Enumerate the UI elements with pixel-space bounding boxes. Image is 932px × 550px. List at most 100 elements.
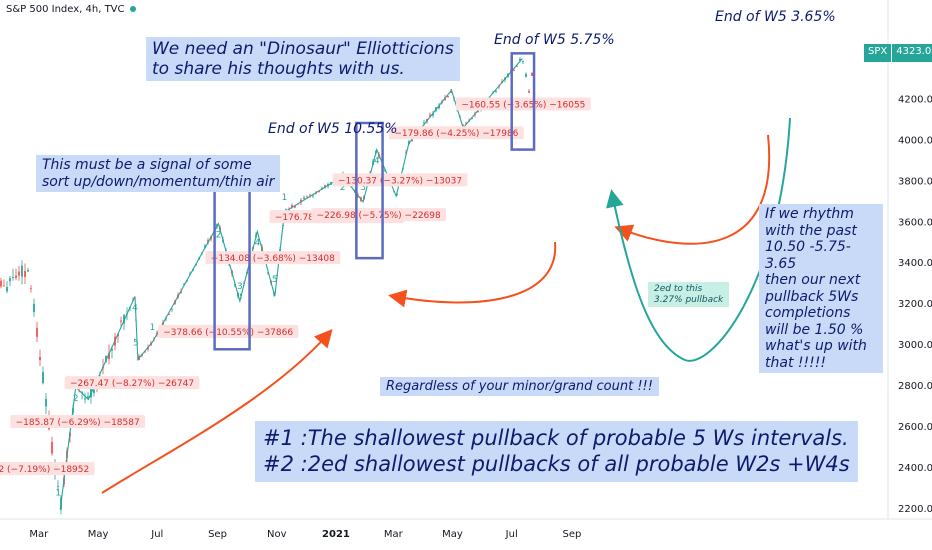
y-tick-label: 3800.00: [898, 176, 932, 187]
wave-label: 4: [374, 157, 380, 167]
y-tick-label: 2800.00: [898, 381, 932, 392]
wave-label: 3: [237, 282, 243, 292]
candle-body: [21, 265, 23, 277]
wave-label: 1: [282, 193, 288, 203]
note-rhythm-line-7: will be 1.50 %: [765, 321, 864, 338]
ticker-symbol: SPX: [864, 44, 892, 62]
box1-title: End of W5 10.55%: [268, 121, 398, 137]
measure-bg: [10, 414, 146, 428]
candle-body: [429, 114, 431, 117]
y-tick-label: 3600.00: [898, 217, 932, 228]
x-tick-label: May: [442, 529, 463, 540]
note-dinosaur-line-2: to share his thoughts with us.: [152, 59, 405, 80]
candle-body: [447, 95, 449, 97]
y-tick-label: 2400.00: [898, 463, 932, 474]
measure-bg: [388, 126, 524, 140]
note-conclusion-line-1: #1 :The shallowest pullback of probable …: [263, 426, 849, 450]
candle-body: [108, 352, 110, 360]
candle-body: [450, 91, 452, 93]
candle-body: [15, 275, 17, 278]
candle-body: [294, 205, 296, 208]
w5-box-3: [510, 52, 536, 151]
note-signal-line-2: sort up/down/momentum/thin air: [42, 173, 275, 190]
wave-label: 5: [272, 275, 278, 285]
candle-body: [30, 288, 32, 289]
candle-body: [471, 118, 473, 119]
candle-body: [6, 286, 8, 292]
wave-label: 1: [55, 489, 61, 499]
wave-label: 3: [360, 183, 366, 193]
note-second-line-2: 3.27% pullback: [654, 294, 724, 305]
x-tick-label: Mar: [29, 529, 49, 540]
measure-bg: [205, 251, 341, 265]
candle-body: [465, 122, 467, 124]
measure-label: −160.55 (−3.65%) −16055: [461, 101, 585, 111]
candle-body: [0, 280, 2, 287]
market-status-dot: [129, 6, 136, 12]
candle-body: [42, 372, 44, 384]
note-conclusion-line-2: #2 :2ed shallowest pullbacks of all prob…: [263, 452, 850, 477]
candle-body: [525, 73, 527, 77]
candle-body: [516, 65, 518, 67]
candle-body: [423, 122, 425, 124]
measure-label: −378.66 (−10.55%) −37866: [163, 328, 293, 338]
note-rhythm-line-8: what's up with: [765, 338, 867, 355]
wave-label: 4: [254, 239, 260, 249]
note-rhythm-line-9: that !!!!!: [765, 354, 826, 371]
price-tag[interactable]: SPX 4323.05: [864, 44, 932, 62]
x-tick-label: 2021: [322, 529, 350, 540]
candle-body: [183, 283, 185, 285]
note-rhythm-line-1: If we rhythm: [765, 206, 854, 222]
candle-body: [306, 195, 308, 197]
x-tick-label: Sep: [208, 529, 227, 540]
measure-bg: [455, 97, 591, 111]
note-dinosaur-line-1: We need an "Dinosaur" Elliotticions: [152, 39, 454, 59]
measure-label: −179.86 (−4.25%) −17986: [394, 129, 518, 139]
arrow-to-box1: [101, 329, 333, 494]
x-tick-label: Jul: [505, 529, 518, 540]
note-dinosaur: We need an "Dinosaur" Elliotticions to s…: [146, 37, 460, 82]
candle-body: [303, 197, 305, 199]
candle-body: [438, 105, 440, 109]
candle-body: [300, 199, 302, 203]
box3-title: End of W5 3.65%: [715, 9, 836, 25]
candle-body: [309, 194, 311, 196]
candle-body: [531, 72, 533, 76]
measure-label: −226.98 (−5.75%) −22698: [317, 211, 441, 221]
y-tick-label: 4000.00: [898, 135, 932, 146]
candle-body: [45, 398, 47, 407]
candle-body: [12, 277, 14, 279]
candle-body: [105, 356, 107, 362]
candle-body: [120, 320, 122, 322]
arrow-to-box2: [388, 241, 557, 308]
candle-body: [3, 285, 5, 287]
chart-title: S&P 500 Index, 4h, TVC: [6, 4, 125, 15]
candle-body: [39, 356, 41, 361]
measure-label: −130.37 (−3.27%) −13037: [338, 176, 462, 186]
candle-body: [51, 441, 53, 454]
note-second: 2ed to this 3.27% pullback: [648, 282, 730, 308]
x-tick-label: Nov: [267, 529, 287, 540]
note-rhythm-line-5: pullback 5Ws: [765, 288, 859, 305]
measure-bg: [311, 208, 447, 222]
note-rhythm: If we rhythm with the past 10.50 -5.75-3…: [759, 204, 883, 374]
candle-body: [9, 278, 11, 282]
measure-label: −134.08 (−3.68%) −13408: [211, 254, 335, 264]
candle-body: [18, 271, 20, 276]
candle-body: [312, 195, 314, 197]
candle-body: [519, 58, 521, 61]
candle-body: [285, 208, 287, 210]
candle-body: [168, 314, 170, 315]
candle-body: [111, 348, 113, 351]
measure-label: −267.47 (−8.27%) −26747: [70, 379, 194, 389]
wave-label: 4: [132, 303, 138, 313]
note-rhythm-line-3: 10.50 -5.75-3.65: [765, 239, 851, 272]
candle-body: [477, 110, 479, 113]
y-tick-label: 2600.00: [898, 422, 932, 433]
note-signal-line-1: This must be a signal of some: [42, 157, 252, 173]
candle-body: [87, 396, 89, 398]
note-conclusion: #1 :The shallowest pullback of probable …: [255, 421, 858, 482]
candle-body: [33, 303, 35, 313]
